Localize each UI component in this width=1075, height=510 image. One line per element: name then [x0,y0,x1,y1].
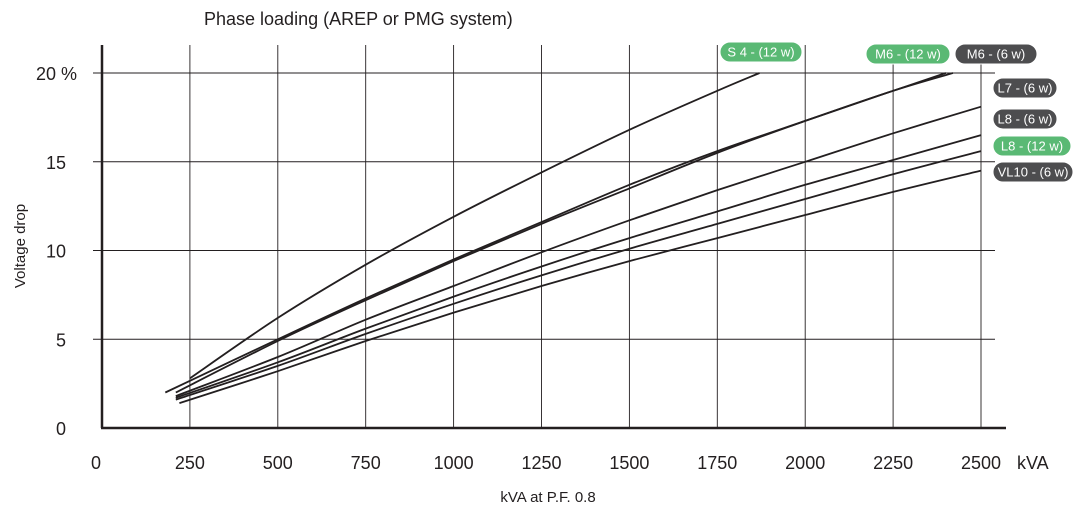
series-label-badge [992,161,1074,183]
series-line [189,72,760,380]
x-tick-label: 0 [91,453,101,473]
y-tick-label: 10 [46,242,66,262]
series-line [179,169,982,404]
series-label-text: S 4 - (12 w) [727,45,794,60]
y-tick-label: 5 [56,330,66,350]
series-labels: S 4 - (12 w) M6 - (12 w) M6 - (6 w) L7 - (6… [719,41,1074,183]
series-label-text: L8 - (6 w) [998,112,1053,127]
x-tick-label: 1000 [434,453,474,473]
series-label-badge [865,43,951,65]
grid [93,45,995,428]
series-label-text: VL10 - (6 w) [998,165,1069,180]
series-label-text: M6 - (12 w) [875,47,941,62]
x-tick-label: 1250 [521,453,561,473]
series-label-text: L7 - (6 w) [998,81,1053,96]
series-label-badge [954,43,1038,65]
series-label: M6 - (6 w) [954,43,1038,65]
axes [100,45,1006,430]
y-tick-label: 20 % [36,64,77,84]
x-tick-label: 1750 [697,453,737,473]
series-label: S 4 - (12 w) [719,41,803,63]
series-label: VL10 - (6 w) [992,161,1074,183]
series-label: L7 - (6 w) [992,77,1058,99]
series-label-badge [992,108,1058,130]
series-label-badge [992,77,1058,99]
series-label-badge [719,41,803,63]
series-label-badge [992,135,1072,157]
x-axis-unit: kVA [1017,453,1049,473]
series-line [175,105,982,397]
tick-labels: 0 250 500 750 1000 1250 1500 1750 2000 2250 2500 0 5… [36,64,1001,473]
series-line [164,72,947,394]
series-label: L8 - (6 w) [992,108,1058,130]
x-tick-label: 1500 [609,453,649,473]
series-label-text: M6 - (6 w) [967,47,1026,62]
chart-title: Phase loading (AREP or PMG system) [204,9,513,29]
series-line [175,150,982,401]
x-tick-label: 2250 [873,453,913,473]
series-line [175,72,954,394]
series-label: L8 - (12 w) [992,135,1072,157]
series-label-text: L8 - (12 w) [1001,139,1063,154]
series-line [175,134,982,399]
x-tick-label: 750 [351,453,381,473]
x-tick-label: 2500 [961,453,1001,473]
y-tick-label: 15 [46,153,66,173]
y-tick-label: 0 [56,419,66,439]
x-tick-label: 250 [175,453,205,473]
series-label: M6 - (12 w) [865,43,951,65]
x-axis-label: kVA at P.F. 0.8 [500,489,595,506]
y-axis-label: Voltage drop [12,204,29,288]
x-tick-label: 500 [263,453,293,473]
series-lines [164,72,982,404]
x-tick-label: 2000 [785,453,825,473]
